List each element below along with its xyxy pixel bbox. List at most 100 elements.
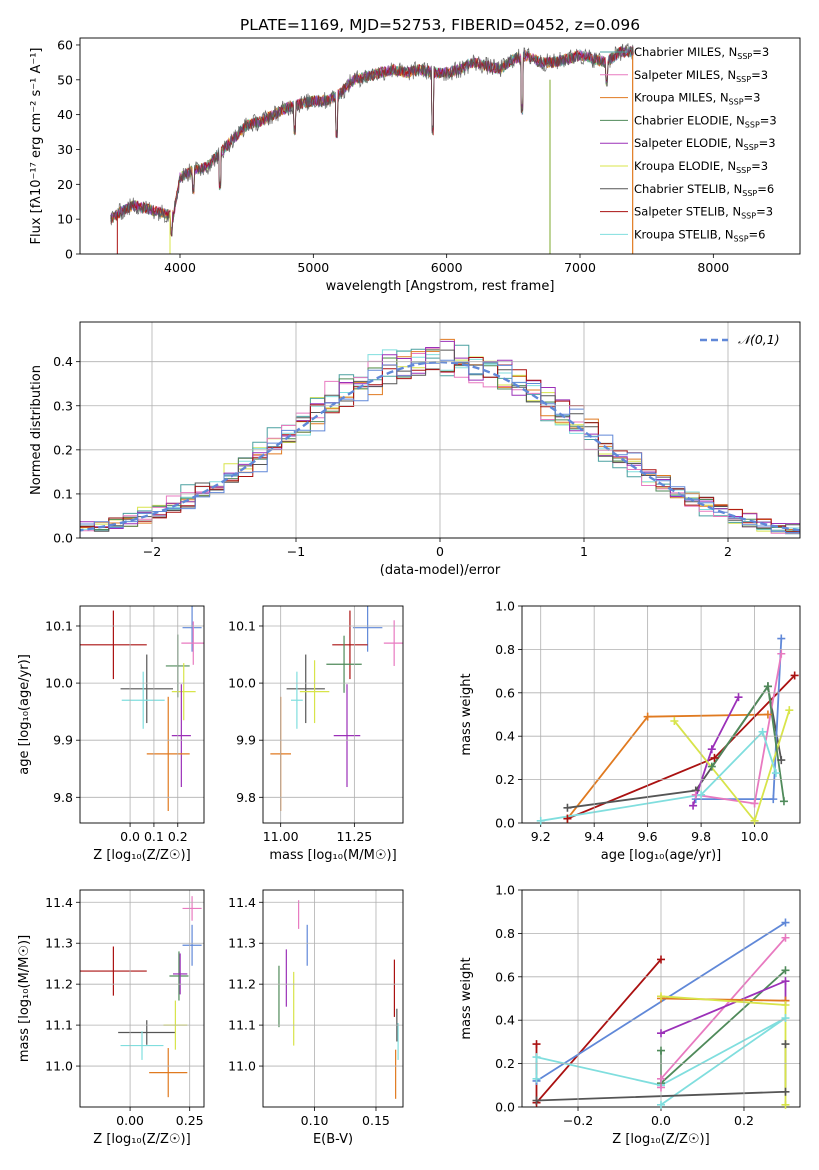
y-tick-label: 0.6 <box>495 685 515 700</box>
y-tick-label: 20 <box>57 177 73 192</box>
series-marker <box>763 682 772 691</box>
legend-label: Chabrier ELODIE, NSSP=3 <box>634 113 777 129</box>
chart-weight_vs_age: 9.2 9.4 9.6 9.8 10.0 0.0 0.2 0.4 0.6 0.8 1.0 age [l… <box>459 599 801 863</box>
x-axis-label: Z [log₁₀(Z/Z☉)] <box>93 1132 190 1147</box>
series-marker <box>777 634 786 643</box>
x-tick-label: 1 <box>580 544 588 559</box>
legend-label: 𝒩(0,1) <box>738 332 780 347</box>
y-tick-label: 11.4 <box>228 895 256 910</box>
x-tick-label: −2 <box>143 544 161 559</box>
plot-area <box>270 606 403 812</box>
y-tick-label: 11.0 <box>228 1059 256 1074</box>
normal-reference-curve <box>80 360 800 532</box>
y-tick-label: 10.0 <box>228 676 256 691</box>
x-tick-label: 2 <box>724 544 732 559</box>
y-tick-label: 11.1 <box>45 1018 73 1033</box>
x-tick-label: 4000 <box>164 260 196 275</box>
x-tick-label: 0 <box>436 544 444 559</box>
y-tick-label: 11.4 <box>45 895 73 910</box>
y-tick-label: 0.8 <box>495 926 515 941</box>
series-marker <box>777 756 786 765</box>
series-marker <box>643 712 652 721</box>
x-tick-label: 0.15 <box>362 1113 390 1128</box>
x-tick-label: 9.4 <box>584 829 604 844</box>
x-tick-label: 0.0 <box>120 829 140 844</box>
y-tick-label: 30 <box>57 142 73 157</box>
series-marker <box>657 1029 665 1038</box>
series-marker <box>657 1100 665 1109</box>
series-marker <box>750 799 759 808</box>
series-marker <box>670 717 679 726</box>
series-line-kroupa_miles <box>660 997 786 1002</box>
x-axis-label: Z [log₁₀(Z/Z☉)] <box>612 1132 709 1147</box>
series-marker <box>689 801 698 810</box>
series-marker <box>781 1040 790 1049</box>
chart-age_vs_mass: 11.00 11.25 9.8 9.9 10.0 10.1 mass [log₁₀(M/M☉… <box>228 605 404 863</box>
axes-frame <box>262 605 404 824</box>
series-marker <box>758 727 767 736</box>
series-marker <box>657 1074 665 1083</box>
series-marker <box>781 1014 790 1023</box>
x-axis-label: E(B-V) <box>313 1132 353 1147</box>
y-tick-label: 0.0 <box>495 1100 515 1115</box>
x-tick-label: 0.2 <box>168 829 188 844</box>
x-axis-label: (data-model)/error <box>380 563 501 578</box>
x-tick-label: 5000 <box>297 260 329 275</box>
axes-frame <box>79 321 801 539</box>
series-marker <box>781 1100 790 1109</box>
y-tick-label: 10.1 <box>45 618 73 633</box>
y-tick-label: 1.0 <box>495 599 515 614</box>
series-marker <box>781 966 790 975</box>
x-tick-label: 9.6 <box>638 829 658 844</box>
axes-frame <box>79 37 801 255</box>
x-axis-label: Z [log₁₀(Z/Z☉)] <box>93 848 190 863</box>
legend-label: Salpeter STELIB, NSSP=3 <box>634 205 773 221</box>
series-marker <box>790 671 799 680</box>
chart-age_vs_Z: 0.0 0.1 0.2 9.8 9.9 10.0 10.1 Z [log₁₀(Z/Z☉)] ag… <box>17 605 205 863</box>
series-marker <box>697 790 706 799</box>
y-tick-label: 0.4 <box>495 729 515 744</box>
y-tick-label: 0.6 <box>495 969 515 984</box>
x-tick-label: 9.8 <box>691 829 711 844</box>
legend-label: Salpeter MILES, NSSP=3 <box>634 68 768 84</box>
y-axis-label: mass [log₁₀(M/M☉)] <box>17 935 32 1062</box>
series-line-kroupa_stelib <box>540 730 777 822</box>
y-tick-label: 11.0 <box>45 1059 73 1074</box>
axes-frame <box>262 889 404 1108</box>
figure-title: PLATE=1169, MJD=52753, FIBERID=0452, z=0… <box>240 16 640 34</box>
x-axis-label: age [log₁₀(age/yr)] <box>601 848 722 863</box>
series-marker <box>563 814 572 823</box>
x-tick-label: 0.00 <box>116 1113 144 1128</box>
y-axis-label: age [log₁₀(age/yr)] <box>17 654 32 775</box>
chart-residuals: −2 −1 0 1 2 0.0 0.1 0.2 0.3 0.4 (data-model)/error… <box>29 321 801 578</box>
x-tick-label: 0.2 <box>734 1113 754 1128</box>
series-marker <box>532 1040 541 1049</box>
y-tick-label: 0.2 <box>495 1056 515 1071</box>
y-axis-label: Normed distribution <box>29 365 44 495</box>
y-tick-label: 0.8 <box>495 642 515 657</box>
series-marker <box>532 1053 541 1062</box>
series-marker <box>781 933 790 942</box>
y-tick-label: 0.2 <box>495 772 515 787</box>
x-tick-label: 0.10 <box>301 1113 329 1128</box>
legend-label: Chabrier MILES, NSSP=3 <box>634 45 769 61</box>
x-tick-label: 0.1 <box>144 829 164 844</box>
series-marker <box>750 816 759 825</box>
series-marker <box>777 649 786 658</box>
x-axis-label: wavelength [Angstrom, rest frame] <box>326 279 555 294</box>
y-tick-label: 9.8 <box>236 790 256 805</box>
y-tick-label: 0 <box>65 247 73 262</box>
y-tick-label: 11.3 <box>228 936 256 951</box>
y-tick-label: 40 <box>57 107 73 122</box>
x-axis-label: mass [log₁₀(M/M☉)] <box>269 848 396 863</box>
y-tick-label: 0.0 <box>495 816 515 831</box>
series-marker <box>657 955 665 964</box>
axes-frame <box>79 605 205 824</box>
y-tick-label: 11.2 <box>45 977 73 992</box>
chart-mass_vs_ebv: 0.10 0.15 11.0 11.1 11.2 11.3 11.4 E(B-V) <box>228 889 404 1147</box>
series-marker <box>734 693 743 702</box>
legend-label: Kroupa ELODIE, NSSP=3 <box>634 159 768 175</box>
series-marker <box>779 797 788 806</box>
y-tick-label: 9.9 <box>236 733 256 748</box>
y-tick-label: 0.1 <box>53 486 73 501</box>
